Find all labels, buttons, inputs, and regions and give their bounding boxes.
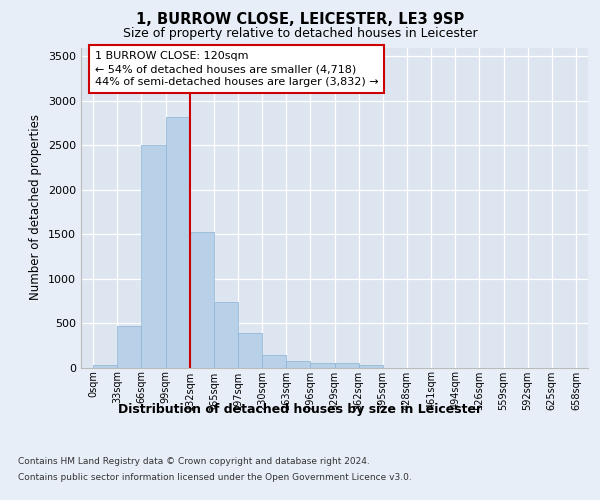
Y-axis label: Number of detached properties: Number of detached properties [29, 114, 43, 300]
Bar [238, 333, 262, 368]
Bar [262, 355, 286, 368]
Text: 1 BURROW CLOSE: 120sqm
← 54% of detached houses are smaller (4,718)
44% of semi-: 1 BURROW CLOSE: 120sqm ← 54% of detached… [95, 51, 378, 88]
Bar [335, 362, 359, 368]
Text: Contains public sector information licensed under the Open Government Licence v3: Contains public sector information licen… [18, 472, 412, 482]
Bar [190, 232, 214, 368]
Text: Contains HM Land Registry data © Crown copyright and database right 2024.: Contains HM Land Registry data © Crown c… [18, 458, 370, 466]
Text: 1, BURROW CLOSE, LEICESTER, LE3 9SP: 1, BURROW CLOSE, LEICESTER, LE3 9SP [136, 12, 464, 28]
Bar [93, 366, 117, 368]
Bar [286, 362, 310, 368]
Text: Distribution of detached houses by size in Leicester: Distribution of detached houses by size … [118, 402, 482, 415]
Bar [142, 146, 166, 368]
Text: Size of property relative to detached houses in Leicester: Size of property relative to detached ho… [122, 28, 478, 40]
Bar [214, 302, 238, 368]
Bar [166, 117, 190, 368]
Bar [359, 365, 383, 368]
Bar [310, 363, 335, 368]
Bar [117, 326, 142, 368]
